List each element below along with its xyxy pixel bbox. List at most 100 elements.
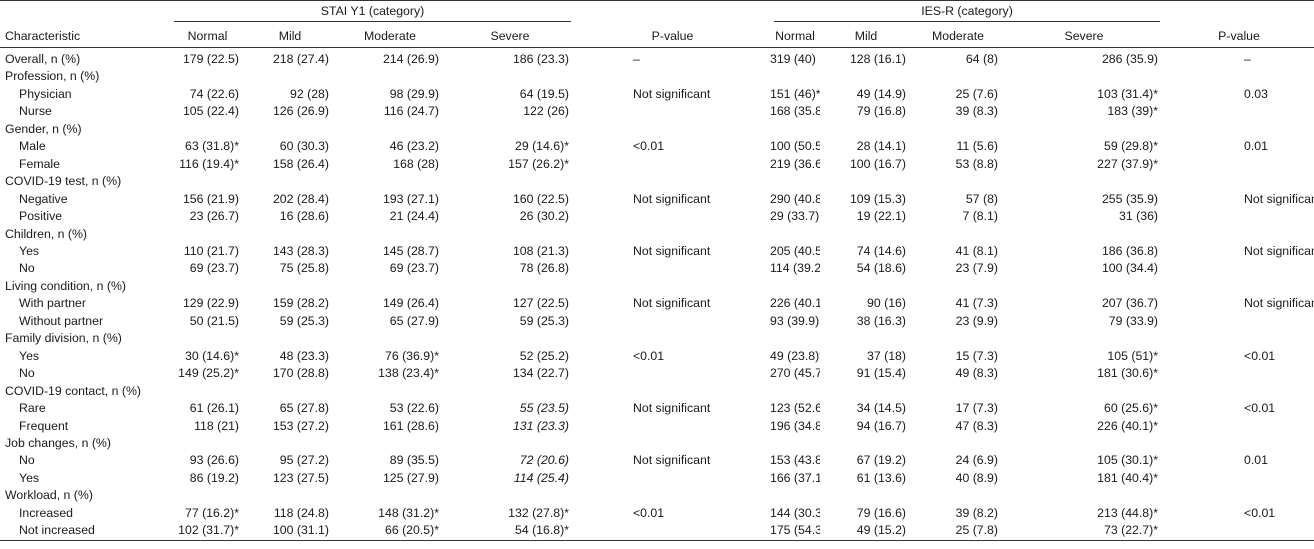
- empty-cell: [1164, 435, 1314, 452]
- cell: 65 (27.9): [389, 313, 439, 328]
- cell: 60 (25.6)*: [1104, 401, 1159, 416]
- cell: 157 (26.2)*: [508, 156, 569, 171]
- empty-cell: [820, 121, 912, 138]
- cell: 286 (35.9): [1101, 52, 1159, 66]
- cell: 100 (50.5)*: [770, 139, 820, 154]
- cell: 148 (31.2)*: [378, 505, 439, 520]
- empty-cell: [1004, 330, 1164, 347]
- row-label: Female: [19, 156, 61, 171]
- empty-cell: [575, 156, 770, 173]
- sub-row: Rare 61 (26.1) 65 (27.8) 53 (22.6) 55 (23.5)…: [0, 400, 1314, 417]
- cell: 23 (26.7): [189, 209, 239, 224]
- sub-row: Female 116 (19.4)* 158 (26.4) 168 (28) 157 (…: [0, 156, 1314, 173]
- cell: 270 (45.7)*: [770, 366, 820, 381]
- cell: 26 (30.2): [519, 209, 569, 224]
- cell: 54 (18.6): [856, 261, 906, 276]
- empty-cell: [1164, 68, 1314, 85]
- empty-cell: [170, 226, 245, 243]
- cell: 153 (43.8): [770, 453, 820, 468]
- row-label: Overall, n (%): [5, 52, 81, 66]
- empty-cell: [335, 330, 445, 347]
- empty-cell: [912, 121, 1004, 138]
- cell: 79 (16.6): [856, 505, 906, 520]
- cell: 77 (16.2)*: [184, 505, 239, 520]
- cell: 21 (24.4): [389, 209, 439, 224]
- cell: 170 (28.8): [272, 366, 329, 381]
- cell: 65 (27.8): [279, 401, 329, 416]
- row-label: Yes: [19, 243, 40, 258]
- empty-cell: [770, 121, 820, 138]
- group-header: STAI Y1 (category): [170, 1, 575, 26]
- cell: 41 (7.3): [955, 296, 998, 311]
- empty-cell: [1164, 383, 1314, 400]
- group-header: IES-R (category): [770, 1, 1164, 26]
- row-label: Rare: [19, 401, 46, 416]
- column-header: P-value: [1164, 25, 1314, 48]
- empty-cell: [575, 313, 770, 330]
- row-label: Gender, n (%): [5, 121, 82, 136]
- cell: 69 (23.7): [389, 261, 439, 276]
- cell: 118 (21): [194, 418, 239, 433]
- empty-cell: [770, 435, 820, 452]
- section-row: COVID-19 contact, n (%): [0, 383, 1314, 400]
- cell: 143 (28.3): [272, 243, 329, 258]
- empty-cell: [245, 121, 335, 138]
- cell: 183 (39)*: [1107, 104, 1159, 119]
- cell: 54 (16.8)*: [514, 523, 569, 538]
- empty-cell: [820, 383, 912, 400]
- table-body: Overall, n (%) 179 (22.5) 218 (27.4) 214 (2…: [0, 48, 1314, 541]
- cell: <0.01: [633, 348, 665, 363]
- empty-cell: [445, 487, 575, 504]
- empty-cell: [770, 487, 820, 504]
- empty-cell: [820, 173, 912, 190]
- sub-row: No 69 (23.7) 75 (25.8) 69 (23.7) 78 (26.8) 11…: [0, 260, 1314, 277]
- cell: 47 (8.3): [955, 418, 998, 433]
- empty-cell: [170, 68, 245, 85]
- cell: 128 (16.1): [849, 52, 906, 66]
- cell: 108 (21.3): [512, 243, 569, 258]
- section-row: COVID-19 test, n (%): [0, 173, 1314, 190]
- column-header: P-value: [575, 25, 770, 48]
- empty-cell: [445, 173, 575, 190]
- empty-cell: [170, 487, 245, 504]
- cell: 100 (34.4): [1101, 261, 1159, 276]
- empty-cell: [335, 173, 445, 190]
- empty-cell: [245, 435, 335, 452]
- cell: 24 (6.9): [955, 453, 998, 468]
- table-header: STAI Y1 (category) IES-R (category) Char…: [0, 1, 1314, 48]
- cell: 86 (19.2): [189, 470, 239, 485]
- empty-cell: [575, 435, 770, 452]
- cell: 53 (22.6): [389, 401, 439, 416]
- empty-cell: [912, 278, 1004, 295]
- row-label: Negative: [19, 191, 68, 206]
- cell: 226 (40.1): [770, 296, 820, 311]
- empty-cell: [820, 68, 912, 85]
- empty-cell: [335, 278, 445, 295]
- group-header-row: STAI Y1 (category) IES-R (category): [0, 1, 1314, 26]
- empty-cell: [445, 435, 575, 452]
- empty-cell: [170, 121, 245, 138]
- empty-cell: [335, 68, 445, 85]
- empty-cell: [575, 208, 770, 225]
- section-row: Family division, n (%): [0, 330, 1314, 347]
- cell: 100 (16.7): [849, 156, 906, 171]
- empty-cell: [445, 278, 575, 295]
- empty-cell: [575, 103, 770, 120]
- cell: 181 (40.4)*: [1097, 470, 1159, 485]
- cell: 17 (7.3): [955, 401, 998, 416]
- cell: Not significant: [1244, 191, 1314, 206]
- empty-cell: [335, 435, 445, 452]
- cell: 93 (26.6): [189, 453, 239, 468]
- empty-cell: [1164, 103, 1314, 120]
- empty-cell: [770, 226, 820, 243]
- sub-row: Frequent 118 (21) 153 (27.2) 161 (28.6) 131 …: [0, 418, 1314, 435]
- cell: 181 (30.6)*: [1097, 366, 1159, 381]
- empty-cell: [245, 68, 335, 85]
- cell: 123 (52.6)*: [770, 401, 820, 416]
- cell: 64 (8): [965, 52, 998, 66]
- cell: 67 (19.2): [856, 453, 906, 468]
- empty-cell: [170, 435, 245, 452]
- cell: 193 (27.1): [382, 191, 439, 206]
- empty-cell: [820, 226, 912, 243]
